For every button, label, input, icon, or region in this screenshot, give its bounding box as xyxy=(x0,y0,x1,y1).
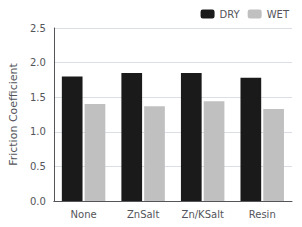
svg-text:Friction Coefficient: Friction Coefficient xyxy=(7,62,20,165)
svg-text:DRY: DRY xyxy=(220,9,241,20)
svg-text:1.0: 1.0 xyxy=(30,126,46,137)
svg-text:2.5: 2.5 xyxy=(30,23,46,34)
svg-text:2.0: 2.0 xyxy=(30,57,46,68)
svg-text:WET: WET xyxy=(267,9,290,20)
svg-text:0.5: 0.5 xyxy=(30,161,46,172)
svg-text:0.0: 0.0 xyxy=(30,196,46,207)
svg-text:Resin: Resin xyxy=(249,209,276,220)
svg-text:ZnSalt: ZnSalt xyxy=(127,209,159,220)
svg-text:1.5: 1.5 xyxy=(30,92,46,103)
svg-text:Zn/KSalt: Zn/KSalt xyxy=(182,209,224,220)
svg-text:None: None xyxy=(71,209,97,220)
